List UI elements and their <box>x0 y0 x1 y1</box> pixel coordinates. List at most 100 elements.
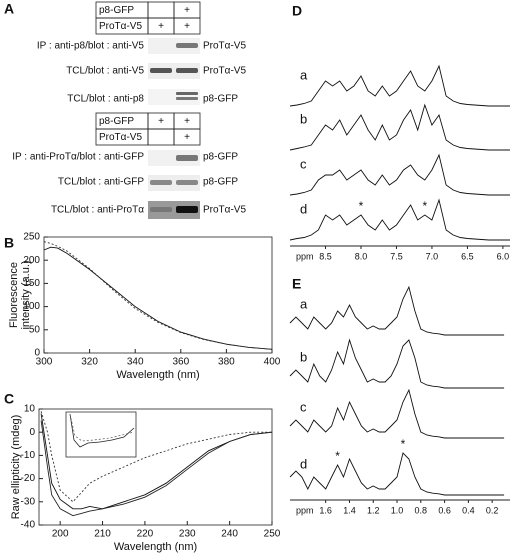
x-tick-label: 220 <box>137 529 154 540</box>
band <box>150 207 172 212</box>
row-header: p8-GFP <box>99 5 134 16</box>
y-tick-label: -40 <box>21 520 36 531</box>
table-cell <box>147 1 175 19</box>
blot <box>148 63 200 79</box>
annotation: * <box>401 437 406 451</box>
x-axis-label: ppm <box>296 505 314 515</box>
x-axis-label: Wavelength (nm) <box>116 369 199 381</box>
spectrum-label: d <box>300 201 307 216</box>
spectrum <box>289 153 510 196</box>
row-header: p8-GFP <box>99 116 134 127</box>
line-series <box>40 413 273 510</box>
line-series <box>40 411 272 503</box>
spectrum <box>289 285 505 336</box>
blot <box>148 38 200 54</box>
x-axis-label: Wavelength (nm) <box>114 541 197 553</box>
cell-value: + <box>158 116 164 127</box>
blot-images <box>148 38 200 219</box>
spectrum-label: b <box>300 349 307 364</box>
cell-value: + <box>184 5 190 16</box>
panel-label: D <box>292 3 302 19</box>
band <box>176 43 198 48</box>
annotation: * <box>359 199 364 213</box>
cell-value: + <box>184 132 190 143</box>
y-axis-label: Raw ellipticity (mdeg) <box>10 415 22 520</box>
x-tick-label: 400 <box>264 357 281 368</box>
blot-label: IP : anti-p8/blot : anti-V5 <box>37 41 145 52</box>
blot <box>148 150 200 166</box>
blot-label: TCL/blot : anti-ProTα <box>51 205 144 216</box>
line-series <box>43 241 273 350</box>
spectrum <box>289 198 510 241</box>
panel-label: B <box>4 235 14 251</box>
x-tick-label: 200 <box>52 529 69 540</box>
x-tick-label: 0.6 <box>438 505 451 515</box>
annotation: * <box>423 199 428 213</box>
band <box>176 155 198 161</box>
table-cell <box>173 17 201 35</box>
cell-value: + <box>158 21 164 32</box>
band-label: ProTα-V5 <box>203 205 246 216</box>
inset-curve <box>69 413 135 448</box>
line-series <box>40 420 273 517</box>
y-tick-label: 0 <box>34 348 40 359</box>
cell-value: + <box>184 21 190 32</box>
y-tick-label: -30 <box>21 496 36 507</box>
blot-label: TCL/blot : anti-p8 <box>67 94 144 105</box>
panel-label: A <box>4 1 14 17</box>
blot-label: TCL/blot : anti-GFP <box>58 177 144 188</box>
band-label: ProTα-V5 <box>203 41 246 52</box>
x-tick-label: 0.2 <box>486 505 499 515</box>
x-tick-label: 6.0 <box>497 251 510 261</box>
band-label: ProTα-V5 <box>203 66 246 77</box>
plot-frame <box>43 236 273 354</box>
spectrum-label: c <box>300 156 307 171</box>
y-tick-label: 250 <box>23 232 40 243</box>
x-axis-label: ppm <box>296 251 314 261</box>
annotation: * <box>335 449 340 463</box>
x-tick-label: 1.0 <box>391 505 404 515</box>
spectrum-label: a <box>300 296 308 311</box>
x-tick-label: 7.5 <box>390 251 403 261</box>
band-label: p8-GFP <box>203 152 238 163</box>
y-tick-label: 0 <box>29 427 35 438</box>
spectrum-label: d <box>300 456 307 471</box>
spectrum <box>289 64 510 107</box>
x-tick-label: 340 <box>127 357 144 368</box>
y-tick-label: 100 <box>23 301 40 312</box>
line-series <box>43 246 273 350</box>
x-tick-label: 1.4 <box>343 505 356 515</box>
x-tick-label: 1.6 <box>319 505 332 515</box>
plot-frame <box>38 408 273 526</box>
x-tick-label: 0.8 <box>415 505 428 515</box>
x-tick-label: 300 <box>36 357 53 368</box>
spectrum <box>289 388 505 439</box>
spectrum-label: b <box>300 111 307 126</box>
x-tick-label: 7.0 <box>426 251 439 261</box>
panel-label: C <box>4 391 14 407</box>
x-tick-label: 360 <box>172 357 189 368</box>
band <box>150 180 172 185</box>
band <box>176 206 198 213</box>
y-tick-label: 50 <box>29 324 41 335</box>
band <box>176 97 198 100</box>
x-tick-label: 380 <box>218 357 235 368</box>
blot <box>148 175 200 191</box>
table-cell <box>173 128 201 146</box>
band-label: p8-GFP <box>203 177 238 188</box>
y-axis-label: intensity (a.u.) <box>20 260 32 329</box>
spectrum <box>289 452 505 496</box>
row-header: ProTα-V5 <box>99 21 142 32</box>
x-tick-label: 8.5 <box>319 251 332 261</box>
spectrum <box>289 103 510 151</box>
blot-label: TCL/blot : anti-V5 <box>66 66 144 77</box>
spectrum-label: c <box>300 399 307 414</box>
band-label: p8-GFP <box>203 94 238 105</box>
x-tick-label: 240 <box>221 529 238 540</box>
band <box>176 92 198 95</box>
y-axis-label: Fluorescence <box>8 262 20 328</box>
y-tick-label: -20 <box>21 473 36 484</box>
band <box>150 68 172 73</box>
x-tick-label: 0.4 <box>462 505 475 515</box>
